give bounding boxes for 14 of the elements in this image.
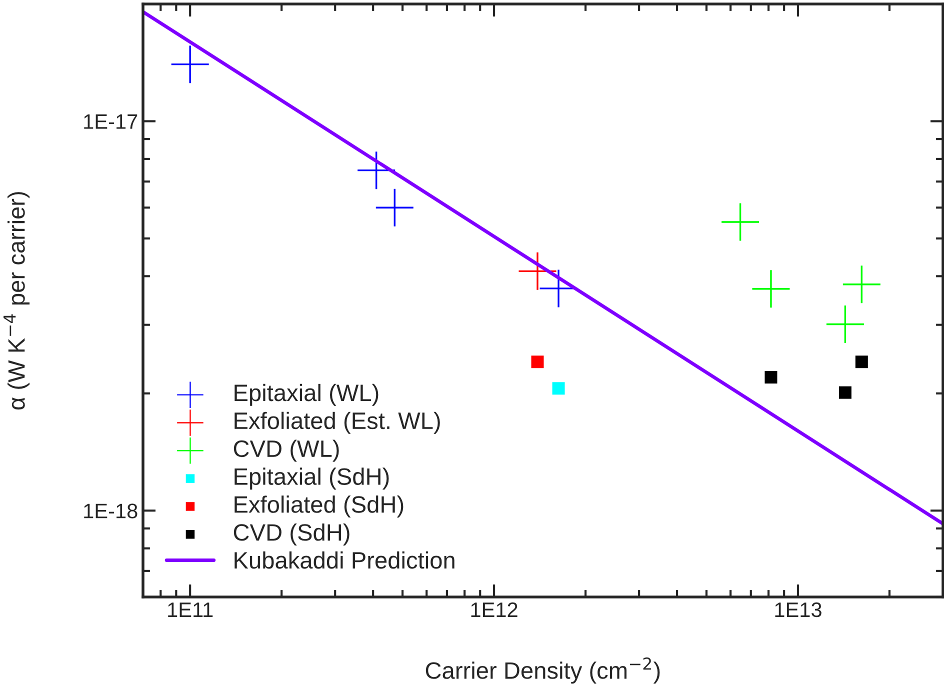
legend-label: Exfoliated (Est. WL): [234, 412, 440, 434]
x-tick-label: 1E11: [168, 602, 213, 617]
y-tick-label: 1E-18: [84, 504, 138, 518]
x-axis-title: Carrier Density (cm$^{−2}$): [426, 657, 660, 684]
legend-label: Epitaxial (WL): [234, 384, 378, 406]
x-tick-label: 1E12: [471, 602, 518, 617]
legend-label: CVD (WL): [234, 440, 339, 462]
legend-label: Kubakaddi Prediction: [234, 551, 454, 569]
x-tick-label: 1E13: [775, 602, 822, 618]
legend-label: Exfoliated (SdH): [234, 496, 404, 518]
y-tick-label: 1E-17: [84, 114, 138, 129]
y-axis-title: α (W K$^{−4}$ per carrier): [4, 192, 30, 410]
legend-label: Epitaxial (SdH): [234, 468, 389, 490]
legend-label: CVD (SdH): [234, 523, 350, 546]
